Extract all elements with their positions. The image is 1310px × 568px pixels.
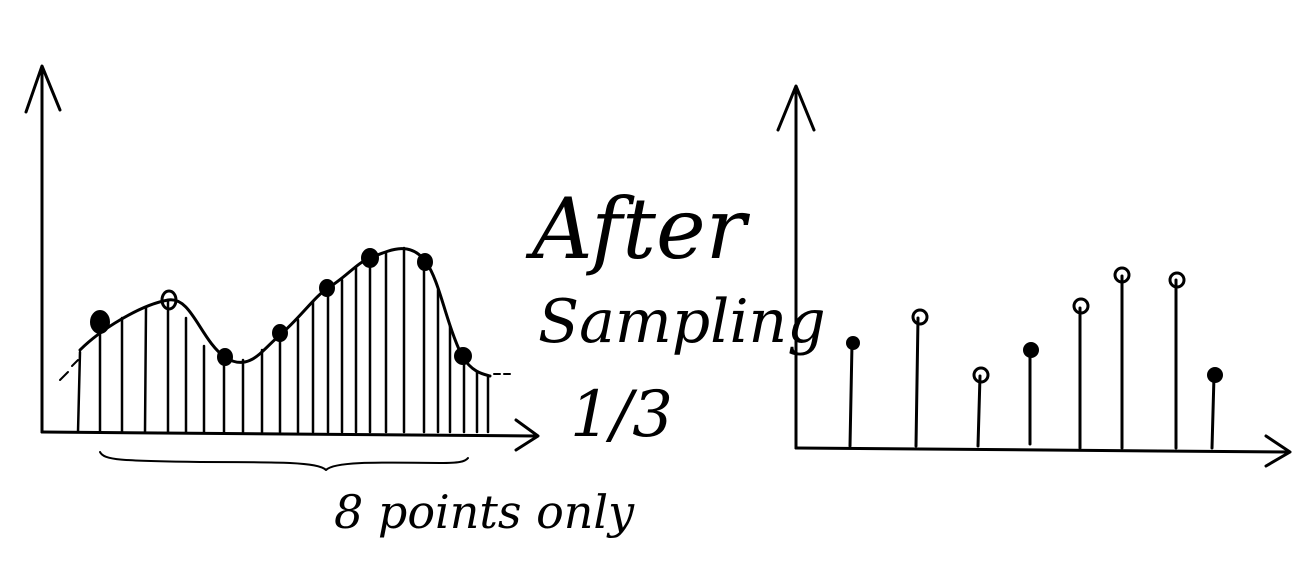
right-x-axis [794,446,1290,454]
kept-dot [417,253,433,271]
kept-dot-right [911,308,929,326]
left-x-arrowhead [514,418,540,452]
kept-dot [160,289,178,311]
dense-sample-stems [76,246,490,434]
dense-stem [76,350,82,434]
kept-dot [319,279,335,297]
label-after: After [525,180,751,278]
kept-stem [914,316,920,448]
kept-dot [454,347,472,365]
kept-dot [217,348,233,366]
kept-dot [361,248,379,268]
kept-stem [976,374,982,448]
sample-brace [99,451,469,471]
kept-dot [90,310,110,334]
kept-dot-right [972,366,990,384]
right-y-arrowhead [776,84,816,132]
kept-stem [848,342,854,448]
right-plot [776,84,1292,468]
dense-stem [143,306,148,434]
kept-sample-dots-left [90,248,472,366]
left-plot: 8 points only [24,64,635,539]
label-sampling: Sampling [538,287,826,357]
kept-stem [1210,374,1216,450]
kept-sample-stems [848,274,1216,450]
transform-label: After Sampling 1/3 [525,180,826,452]
kept-sample-dots-right [846,266,1223,384]
kept-dot-right [1207,367,1223,383]
signal-lead-in [59,359,79,381]
kept-dot-right [1072,297,1090,315]
left-x-axis [40,430,538,438]
kept-dot-right [846,336,860,350]
kept-dot-right [1113,266,1131,284]
label-ratio: 1/3 [570,378,673,452]
left-y-arrowhead [24,64,62,114]
right-x-arrowhead [1264,434,1292,468]
brace-note: 8 points only [334,485,635,539]
kept-dot-right [1023,342,1039,358]
kept-dot [272,324,288,342]
kept-dot-right [1168,271,1186,289]
